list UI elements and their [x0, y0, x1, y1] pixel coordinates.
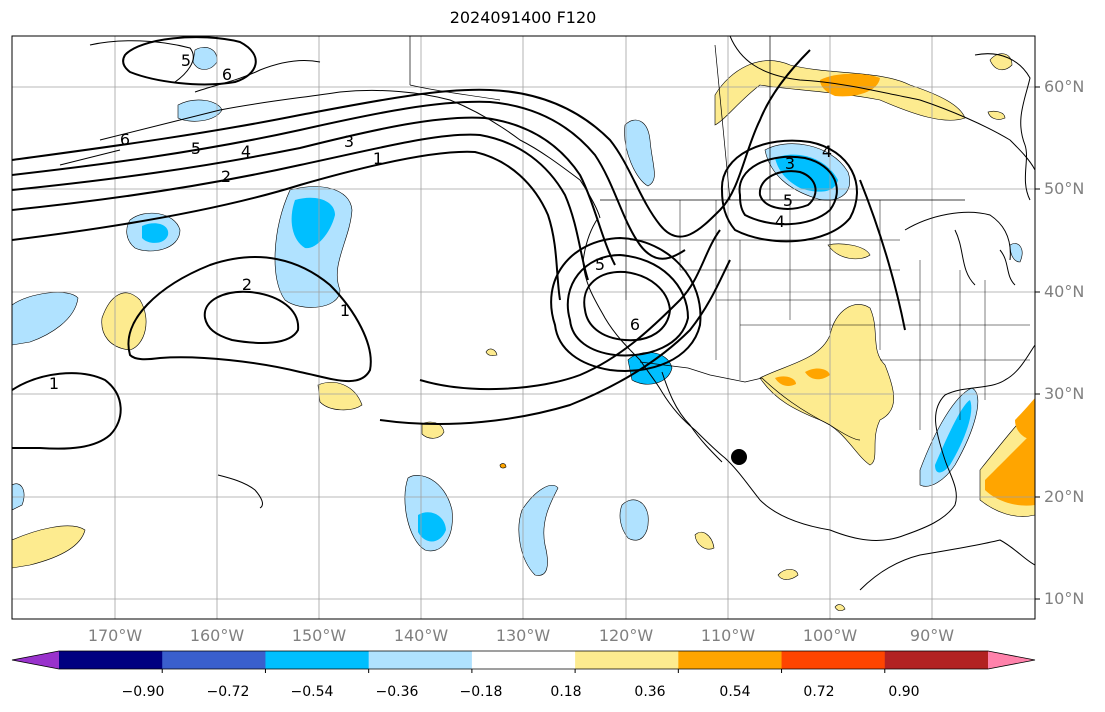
positive-anomaly-shading: [12, 53, 1035, 612]
negative-anomaly-shading: [12, 47, 1023, 576]
colorbar-tick-label: −0.90: [121, 684, 165, 700]
contour-labels: 5 6 6 5 4 3 1 2 2 1 1 5 6 3 4 4 5: [49, 51, 832, 393]
lon-label-150w: 150°W: [291, 626, 347, 645]
contour-label: 2: [221, 167, 231, 186]
contour-label: 5: [595, 255, 605, 274]
map-frame: [11, 35, 1036, 620]
map-gridlines: [12, 36, 1035, 619]
lat-label-20n: 20°N: [1044, 487, 1085, 506]
contour-label: 4: [241, 142, 251, 161]
lat-label-60n: 60°N: [1044, 77, 1085, 96]
colorbar-tick-label: 0.36: [634, 684, 666, 700]
colorbar-tick-label: −0.72: [206, 684, 250, 700]
lon-label-100w: 100°W: [802, 626, 858, 645]
contour-label: 1: [49, 374, 59, 393]
colorbar-segment: [265, 651, 370, 669]
axis-ticks: [1035, 86, 1040, 600]
lat-label-50n: 50°N: [1044, 179, 1085, 198]
colorbar-segment: [884, 651, 989, 669]
country-borders: [409, 36, 965, 441]
contour-label: 6: [630, 315, 640, 334]
lon-label-130w: 130°W: [495, 626, 551, 645]
colorbar-extend-low: [12, 651, 59, 669]
contour-label: 5: [783, 191, 793, 210]
colorbar-tick-label: 0.72: [803, 684, 835, 700]
contour-label: 1: [340, 301, 350, 320]
colorbar: [11, 650, 1036, 673]
colorbar-tick-label: 0.90: [888, 684, 920, 700]
storm-position-marker: [731, 449, 747, 465]
lon-label-170w: 170°W: [87, 626, 143, 645]
lat-label-40n: 40°N: [1044, 282, 1085, 301]
contour-label: 5: [191, 139, 201, 158]
lon-label-120w: 120°W: [598, 626, 654, 645]
colorbar-extend-high: [988, 651, 1035, 669]
lon-label-110w: 110°W: [700, 626, 756, 645]
colorbar-tick-label: −0.36: [375, 684, 419, 700]
colorbar-segment: [59, 651, 163, 669]
contour-label: 2: [242, 275, 252, 294]
colorbar-tick-label: 0.54: [719, 684, 751, 700]
lon-label-160w: 160°W: [189, 626, 245, 645]
contour-label: 3: [344, 132, 354, 151]
coastlines: [59, 36, 1035, 591]
lon-label-90w: 90°W: [909, 626, 955, 645]
colorbar-outline: [11, 650, 1036, 670]
colorbar-tick-label: −0.18: [459, 684, 503, 700]
height-contours: [12, 36, 906, 450]
contour-label: 4: [775, 212, 785, 231]
contour-label: 5: [181, 51, 191, 70]
colorbar-tick-label: 0.18: [550, 684, 582, 700]
map-title: 2024091400 F120: [449, 8, 597, 27]
map-area: 5 6 6 5 4 3 1 2 2 1 1 5 6 3 4 4 5: [12, 36, 1035, 619]
colorbar-segment: [162, 651, 266, 669]
colorbar-segment: [368, 651, 473, 669]
lat-label-10n: 10°N: [1044, 589, 1085, 608]
colorbar-tick-label: −0.54: [290, 684, 334, 700]
colorbar-segment: [781, 651, 886, 669]
state-borders: [625, 200, 1030, 430]
colorbar-segment: [575, 651, 679, 669]
contour-label: 4: [822, 142, 832, 161]
lat-label-30n: 30°N: [1044, 384, 1085, 403]
colorbar-segment: [678, 651, 783, 669]
contour-label: 3: [785, 154, 795, 173]
lon-label-140w: 140°W: [393, 626, 449, 645]
colorbar-segment: [471, 651, 576, 669]
contour-label: 1: [373, 149, 383, 168]
contour-label: 6: [120, 130, 130, 149]
contour-label: 6: [222, 65, 232, 84]
